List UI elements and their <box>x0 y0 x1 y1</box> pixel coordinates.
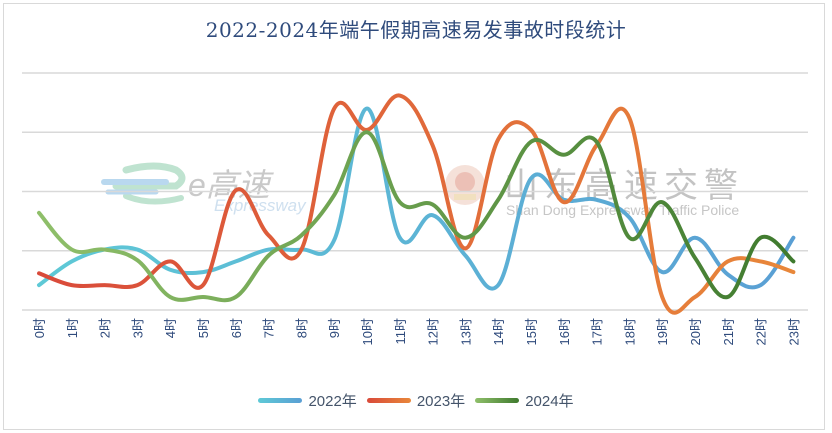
x-tick-label: 21时 <box>721 318 736 345</box>
x-tick-label: 10时 <box>360 318 375 345</box>
x-tick-label: 19时 <box>655 318 670 345</box>
chart-frame <box>3 3 825 430</box>
legend-label-2024: 2024年 <box>525 393 574 410</box>
legend-swatch-2023 <box>366 398 411 403</box>
police-emblem-icon <box>445 165 485 205</box>
x-tick-label: 5时 <box>196 318 211 338</box>
x-tick-label: 8时 <box>294 318 309 338</box>
x-tick-label: 9时 <box>327 318 342 338</box>
series-line-2022 <box>37 106 796 291</box>
gridlines <box>22 72 808 311</box>
x-tick-label: 1时 <box>65 318 80 338</box>
x-tick-label: 22时 <box>754 318 769 345</box>
x-tick-label: 14时 <box>491 318 506 345</box>
x-tick-label: 7时 <box>262 318 277 338</box>
x-tick-label: 12时 <box>426 318 441 345</box>
legend-item-2023[interactable]: 2023年 <box>366 390 466 411</box>
x-tick-label: 13时 <box>458 318 473 345</box>
watermark-right-cn: 山东高速交警 <box>504 167 744 205</box>
legend-item-2024[interactable]: 2024年 <box>475 390 574 411</box>
legend: 2022年 2023年 2024年 <box>0 390 832 411</box>
x-tick-label: 18时 <box>622 318 637 345</box>
legend-swatch-2024 <box>475 398 520 403</box>
x-tick-label: 11时 <box>393 318 408 345</box>
x-tick-label: 17时 <box>590 318 605 345</box>
x-tick-label: 0时 <box>32 318 47 338</box>
series-line-2024 <box>37 130 796 303</box>
watermark-left-en: Expressway <box>214 196 306 215</box>
series-line-2023 <box>37 93 796 315</box>
x-tick-label: 4时 <box>163 318 178 338</box>
x-tick-label: 20时 <box>688 318 703 345</box>
watermark-left-cn: e高速 <box>188 167 270 203</box>
x-tick-label: 3时 <box>130 318 145 338</box>
x-axis-labels: 0时 1时 2时 3时 4时 5时 6时 7时 8时 9时 10时 11时 12时 13时 14时 15时 16… <box>32 318 801 345</box>
legend-label-2022: 2022年 <box>308 393 357 410</box>
x-tick-label: 15时 <box>524 318 539 345</box>
x-tick-label: 16时 <box>557 318 572 345</box>
x-tick-label: 2时 <box>98 318 113 338</box>
x-tick-label: 23时 <box>786 318 801 345</box>
legend-item-2022[interactable]: 2022年 <box>258 390 357 411</box>
x-tick-label: 6时 <box>229 318 244 338</box>
legend-label-2023: 2023年 <box>416 393 466 410</box>
series-lines <box>37 93 796 315</box>
legend-swatch-2022 <box>258 398 303 403</box>
chart-title: 2022-2024年端午假期高速易发事故时段统计 <box>205 18 627 42</box>
